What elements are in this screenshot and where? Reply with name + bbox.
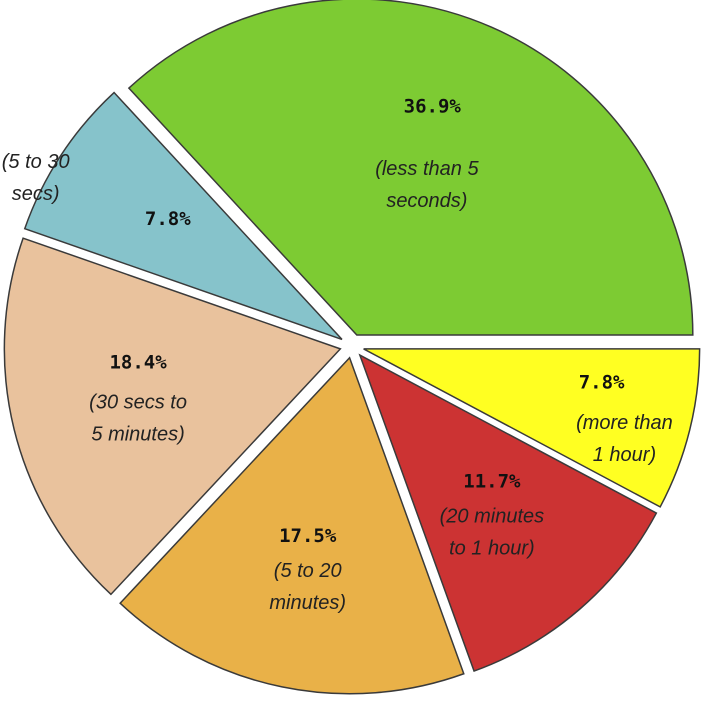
slice-percent-label-0: 36.9%: [404, 96, 462, 118]
slices-layer: [3, 0, 701, 695]
slice-description-label-1: (5 to 30 secs): [2, 151, 70, 205]
slice-description-label-0: (less than 5 seconds): [375, 158, 479, 212]
labels-layer: 36.9% (less than 5 seconds) 7.8% (5 to 30 sec…: [2, 96, 673, 614]
pie-slice-1: [23, 91, 343, 341]
slice-description-line: (30 secs to: [89, 392, 187, 414]
slice-description-line: 1 hour): [593, 444, 656, 466]
slice-percent-label-5: 7.8%: [579, 371, 625, 393]
slice-description-line: (less than 5: [375, 158, 479, 180]
slice-description-line: minutes): [269, 592, 346, 614]
pie-slice-0: [127, 0, 694, 336]
slice-percent-label-1: 7.8%: [145, 208, 191, 230]
pie-slice-5: [363, 348, 701, 508]
slice-description-line: (5 to 30: [2, 151, 70, 173]
slice-description-label-2: (30 secs to 5 minutes): [89, 392, 187, 446]
slice-description-line: (20 minutes: [440, 505, 545, 527]
slice-description-label-5: (more than 1 hour): [576, 412, 673, 466]
slice-description-label-4: (20 minutes to 1 hour): [440, 505, 545, 559]
slice-percent-label-4: 11.7%: [463, 470, 521, 492]
slice-description-line: 5 minutes): [91, 424, 184, 446]
pie-slice-2: [3, 237, 342, 596]
slice-description-line: secs): [12, 183, 60, 205]
slice-description-line: seconds): [386, 190, 467, 212]
slice-percent-label-2: 18.4%: [109, 352, 167, 374]
slice-description-label-3: (5 to 20 minutes): [269, 560, 346, 614]
pie-slice-4: [358, 353, 658, 673]
slice-description-line: to 1 hour): [449, 537, 535, 559]
pie-slice-3: [119, 356, 465, 695]
slice-description-line: (5 to 20: [274, 560, 342, 582]
slice-percent-label-3: 17.5%: [279, 525, 337, 547]
slice-description-line: (more than: [576, 412, 673, 434]
